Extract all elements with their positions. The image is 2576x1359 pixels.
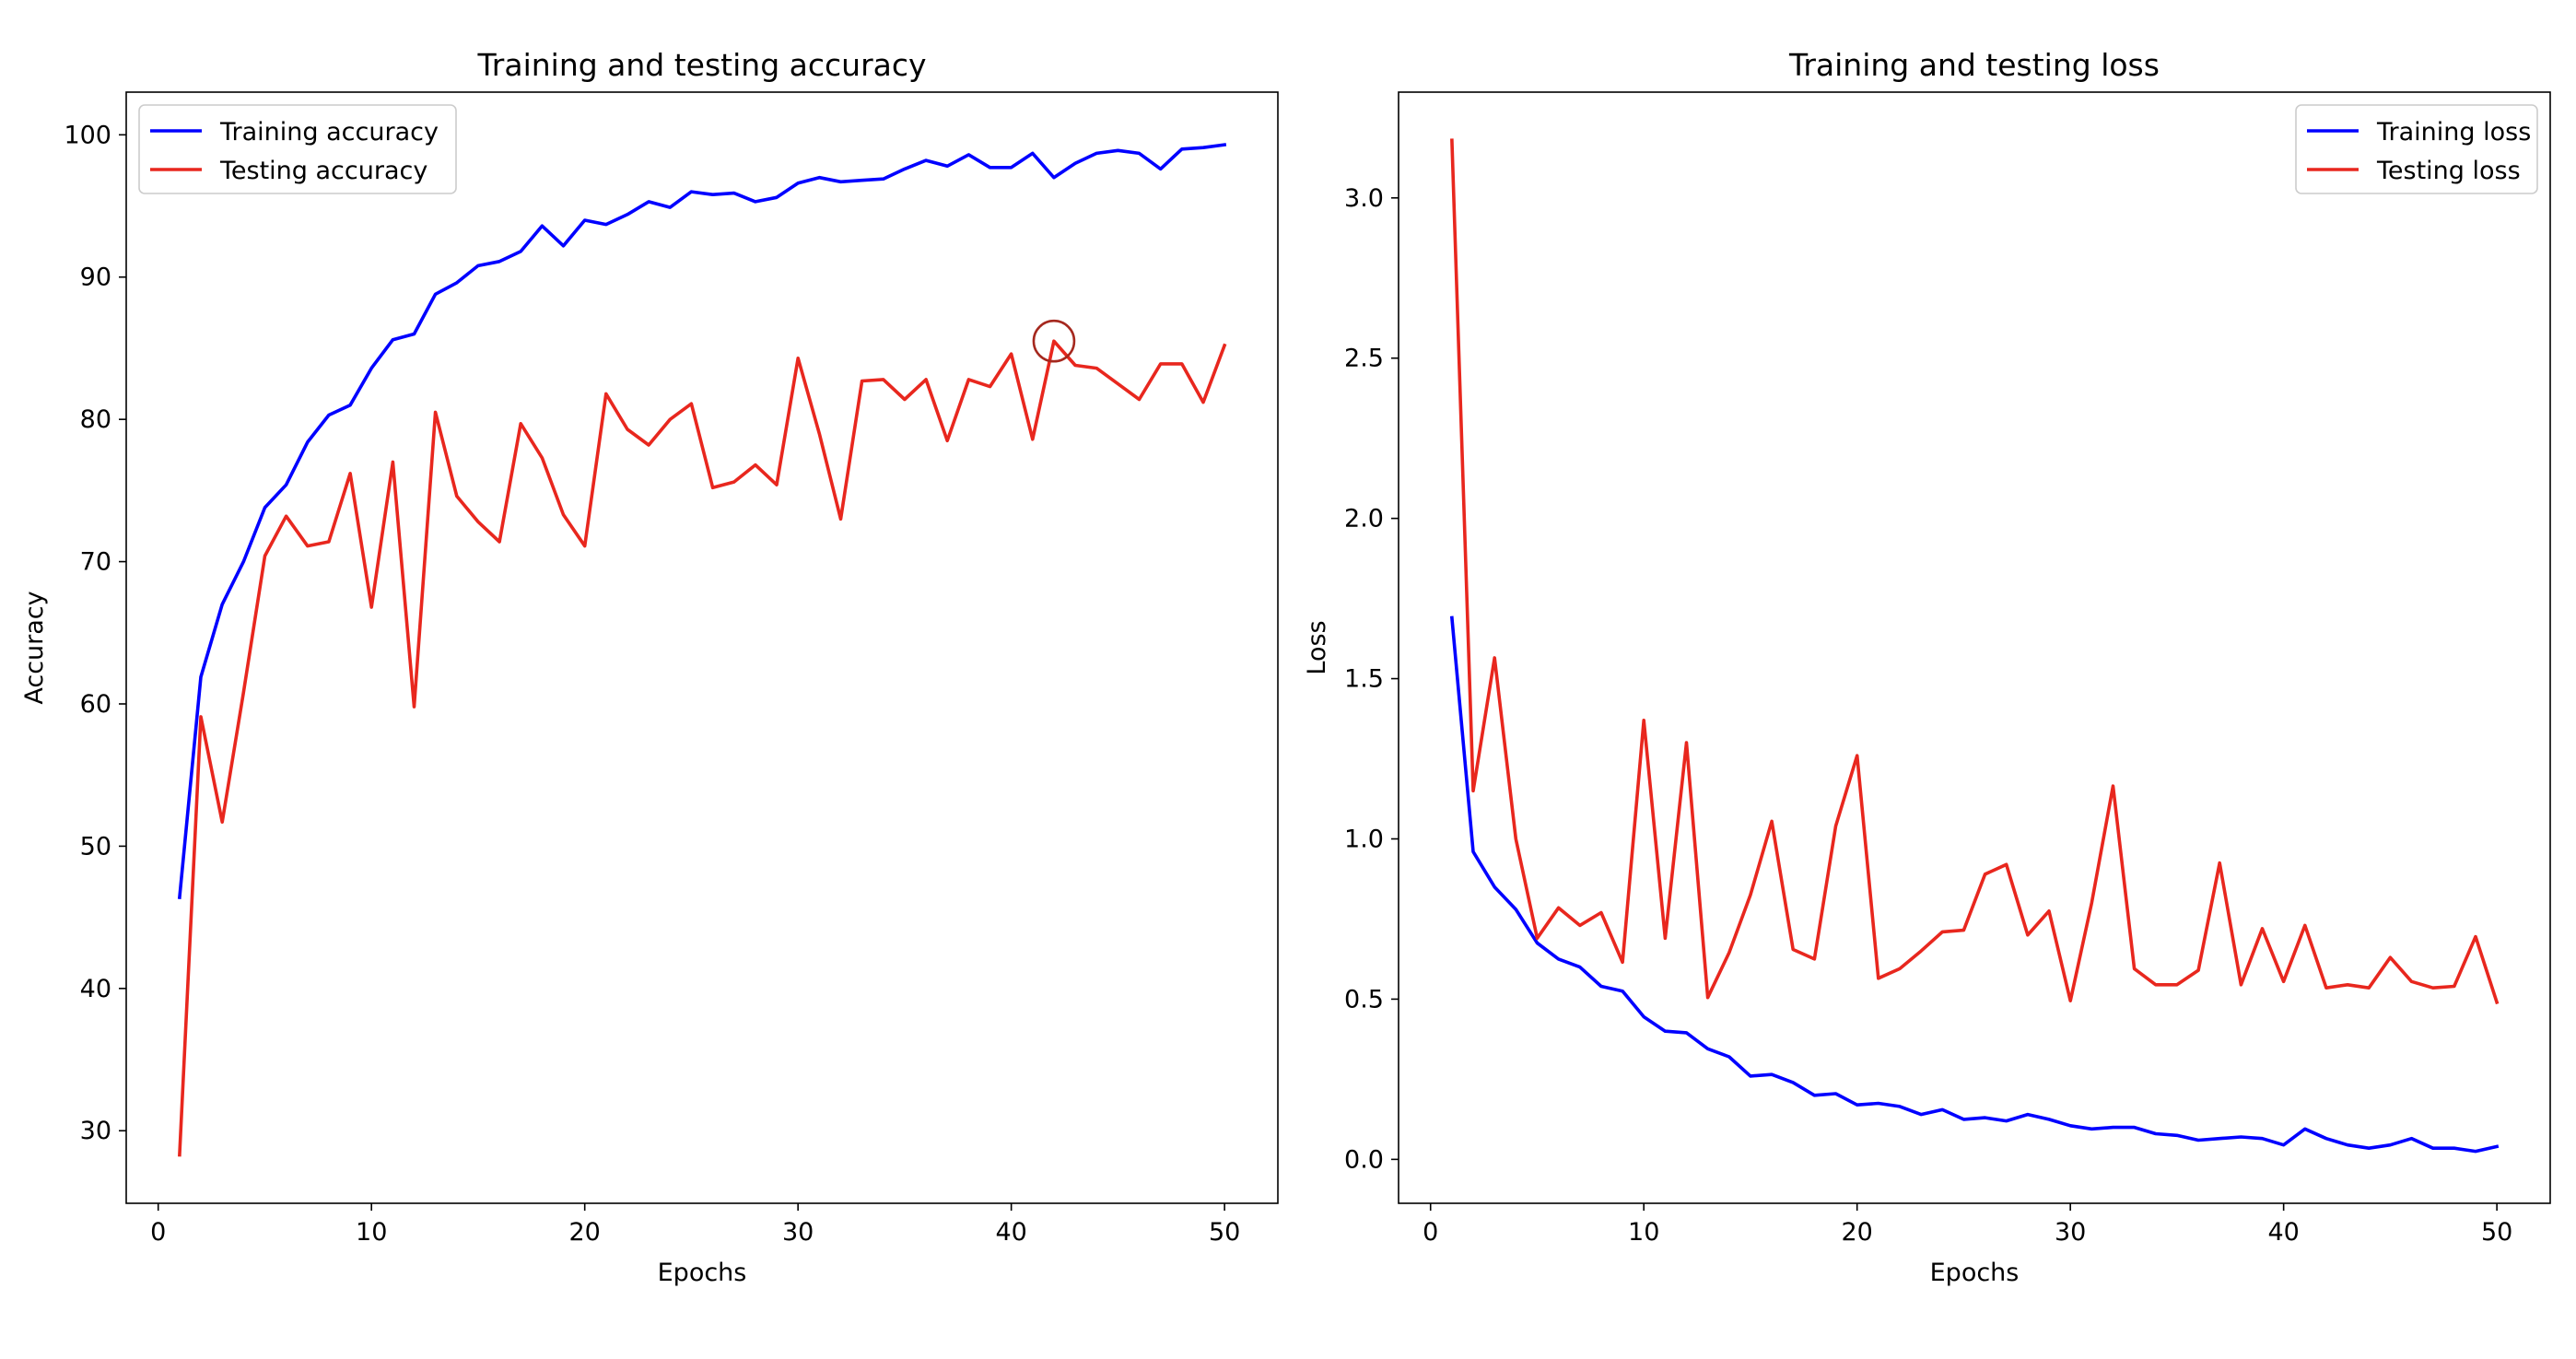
series-line-training-accuracy xyxy=(177,143,1227,899)
legend-box xyxy=(2295,104,2538,194)
y-tick-label: 40 xyxy=(80,975,111,1003)
legend-box xyxy=(138,104,457,194)
legend-label: Testing accuracy xyxy=(219,157,427,185)
plot-frame xyxy=(1398,91,2551,1204)
x-tick-label: 30 xyxy=(2055,1218,2086,1247)
y-axis-label: Loss xyxy=(1303,620,1331,674)
x-tick-label: 20 xyxy=(569,1218,601,1247)
x-tick-label: 40 xyxy=(2267,1218,2299,1247)
chart-1: Training and testing loss 0 10 20 30 40 50 0.0 0… xyxy=(1303,47,2551,1287)
plot-frame xyxy=(125,91,1279,1204)
x-tick-label: 50 xyxy=(1209,1218,1240,1247)
chart-0: Training and testing accuracy 0 10 20 30 40 50… xyxy=(20,47,1279,1287)
series-line-testing-loss xyxy=(1450,138,2500,1005)
legend: Training accuracy Testing accuracy xyxy=(138,104,457,194)
legend-label: Training accuracy xyxy=(219,118,439,146)
chart-title: Training and testing accuracy xyxy=(476,47,926,83)
legend-label: Testing loss xyxy=(2376,157,2521,185)
legend: Training loss Testing loss xyxy=(2295,104,2538,194)
y-tick-label: 2.0 xyxy=(1344,505,1384,533)
y-tick-label: 1.0 xyxy=(1344,825,1384,853)
y-tick-label: 0.0 xyxy=(1344,1145,1384,1174)
y-tick-label: 3.0 xyxy=(1344,184,1384,213)
x-tick-label: 40 xyxy=(995,1218,1026,1247)
y-tick-label: 90 xyxy=(80,264,111,292)
y-tick-label: 1.5 xyxy=(1344,665,1384,694)
y-tick-label: 80 xyxy=(80,405,111,434)
y-tick-label: 50 xyxy=(80,832,111,861)
x-tick-label: 10 xyxy=(356,1218,387,1247)
y-tick-label: 30 xyxy=(80,1117,111,1145)
x-tick-label: 0 xyxy=(150,1218,166,1247)
y-tick-label: 100 xyxy=(64,121,111,149)
y-axis-label: Accuracy xyxy=(20,591,49,704)
legend-label: Training loss xyxy=(2376,118,2531,146)
chart-title: Training and testing loss xyxy=(1788,47,2160,83)
x-tick-label: 10 xyxy=(1628,1218,1659,1247)
x-tick-label: 30 xyxy=(782,1218,814,1247)
x-tick-label: 0 xyxy=(1423,1218,1438,1247)
x-tick-label: 50 xyxy=(2481,1218,2512,1247)
x-axis-label: Epochs xyxy=(658,1259,747,1287)
x-axis-label: Epochs xyxy=(1930,1259,2020,1287)
x-tick-label: 20 xyxy=(1842,1218,1873,1247)
y-tick-label: 0.5 xyxy=(1344,985,1384,1013)
series-line-training-loss xyxy=(1449,615,2500,1154)
series-line-testing-accuracy xyxy=(178,339,1227,1157)
y-tick-label: 2.5 xyxy=(1344,345,1384,373)
annotation-circle xyxy=(1032,319,1076,363)
y-tick-label: 70 xyxy=(80,548,111,577)
y-tick-label: 60 xyxy=(80,690,111,719)
